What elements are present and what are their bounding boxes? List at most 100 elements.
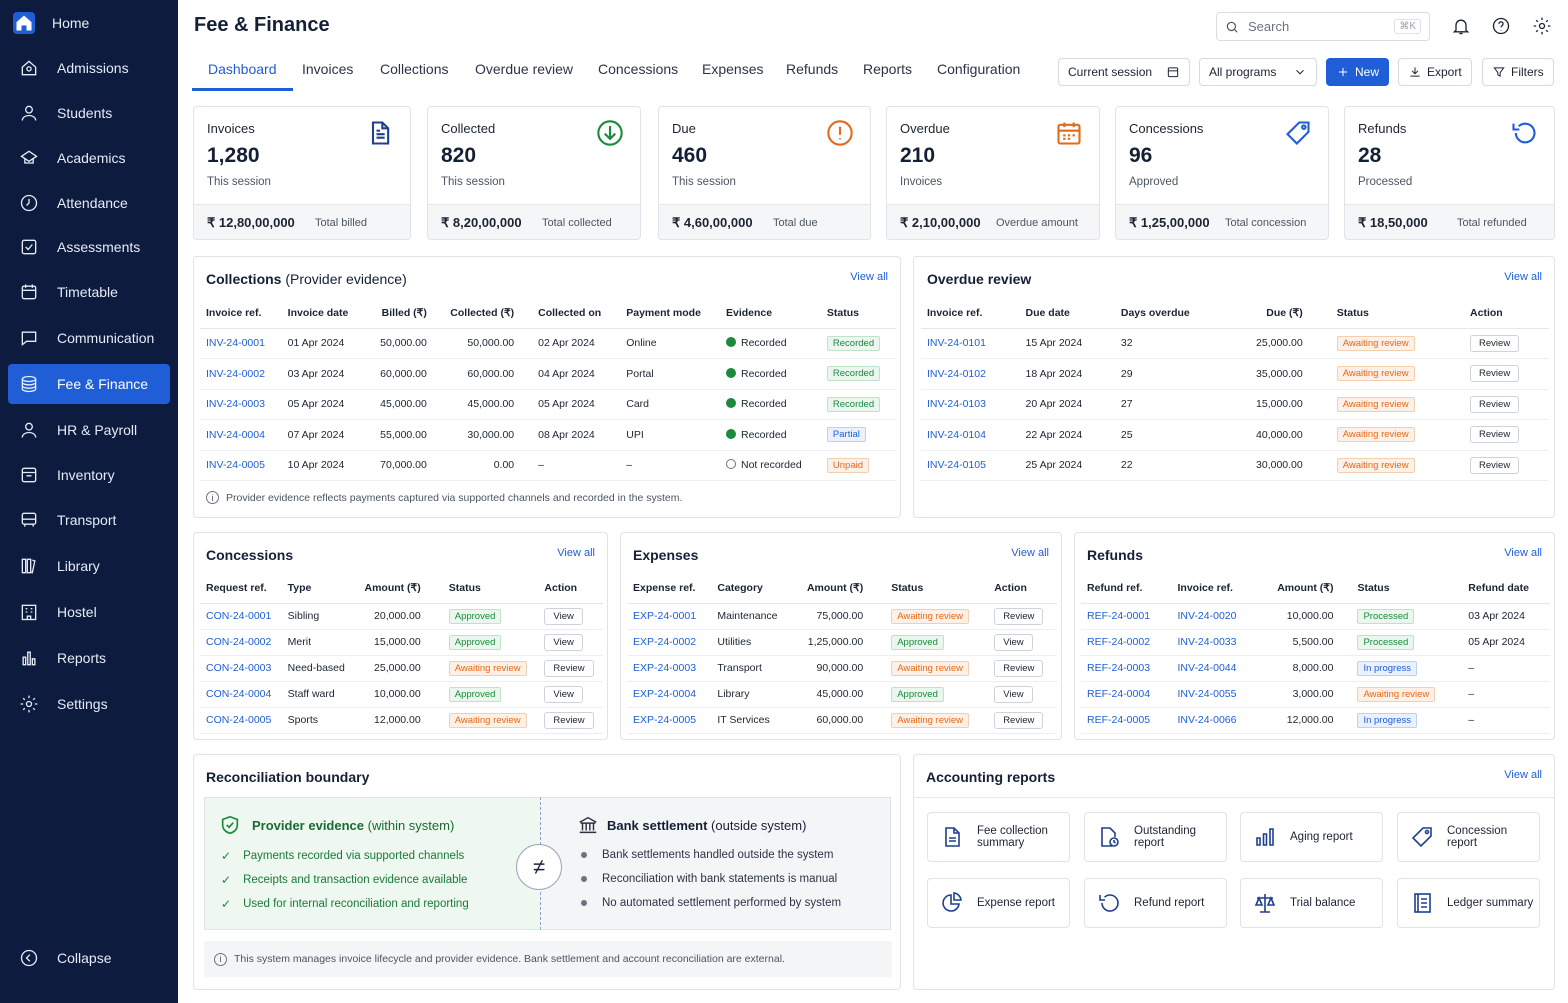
table-cell[interactable]: EXP-24-0005 xyxy=(627,707,712,734)
table-row[interactable]: REF-24-0003 INV-24-0044 8,000.00 In progres… xyxy=(1081,655,1550,682)
table-cell[interactable]: EXP-24-0001 xyxy=(627,603,712,630)
tab-expenses[interactable]: Expenses xyxy=(702,61,764,77)
report-outstanding[interactable]: Outstanding report xyxy=(1084,812,1227,862)
row-action-button[interactable]: View xyxy=(544,607,583,625)
report-expense[interactable]: Expense report xyxy=(927,878,1070,928)
row-action-button[interactable]: View xyxy=(994,633,1033,651)
kpi-concessions[interactable]: Concessions 96 Approved ₹ 1,25,00,000 Tot… xyxy=(1115,106,1329,240)
table-row[interactable]: EXP-24-0005 IT Services 60,000.00 Awaiting … xyxy=(627,707,1057,734)
report-trial-balance[interactable]: Trial balance xyxy=(1240,878,1383,928)
row-action-button[interactable]: Review xyxy=(1470,456,1520,474)
row-action-button[interactable]: View xyxy=(994,685,1033,703)
table-cell[interactable]: INV-24-0002 xyxy=(200,358,282,390)
table-cell[interactable]: CON-24-0003 xyxy=(200,655,282,682)
table-cell[interactable]: CON-24-0001 xyxy=(200,603,282,630)
kpi-collected[interactable]: Collected 820 This session ₹ 8,20,00,000… xyxy=(427,106,641,240)
table-row[interactable]: REF-24-0005 INV-24-0066 12,000.00 In progre… xyxy=(1081,707,1550,734)
row-action-button[interactable]: Review xyxy=(544,659,594,677)
session-select[interactable]: Current session xyxy=(1058,58,1190,86)
sidebar-item-library[interactable]: Library xyxy=(8,546,170,586)
refunds-view-all[interactable]: View all xyxy=(1504,547,1542,559)
overdue-view-all[interactable]: View all xyxy=(1504,271,1542,283)
table-cell[interactable]: INV-24-0004 xyxy=(200,419,282,451)
table-cell[interactable]: INV-24-0044 xyxy=(1171,655,1258,682)
sidebar-item-assessments[interactable]: Assessments xyxy=(8,227,170,267)
table-cell[interactable]: REF-24-0001 xyxy=(1081,603,1172,630)
table-row[interactable]: EXP-24-0002 Utilities 1,25,000.00 Approved V… xyxy=(627,629,1057,656)
gear-icon[interactable] xyxy=(1532,16,1554,38)
table-row[interactable]: INV-24-0004 07 Apr 2024 55,000.00 30,000.00… xyxy=(200,419,896,451)
sidebar-item-inventory[interactable]: Inventory xyxy=(8,455,170,495)
tab-configuration[interactable]: Configuration xyxy=(937,61,1021,77)
sidebar-item-fee-finance[interactable]: Fee & Finance xyxy=(8,364,170,404)
row-action-button[interactable]: Review xyxy=(994,607,1044,625)
table-row[interactable]: CON-24-0001 Sibling 20,000.00 Approved View xyxy=(200,603,603,630)
sidebar-item-students[interactable]: Students xyxy=(8,93,170,133)
table-row[interactable]: REF-24-0001 INV-24-0020 10,000.00 Processed… xyxy=(1081,603,1550,630)
search-input[interactable]: Search ⌘K xyxy=(1216,12,1430,41)
bell-icon[interactable] xyxy=(1451,16,1473,38)
row-action-button[interactable]: Review xyxy=(544,711,594,729)
table-row[interactable]: CON-24-0005 Sports 12,000.00 Awaiting revie… xyxy=(200,707,603,734)
sidebar-item-reports[interactable]: Reports xyxy=(8,638,170,678)
table-cell[interactable]: INV-24-0001 xyxy=(200,328,282,359)
collapse-button[interactable]: Collapse xyxy=(8,938,170,978)
report-fee-collection-summary[interactable]: Fee collection summary xyxy=(927,812,1070,862)
help-icon[interactable] xyxy=(1491,16,1513,38)
row-action-button[interactable]: View xyxy=(544,685,583,703)
table-row[interactable]: CON-24-0004 Staff ward 10,000.00 Approved Vi… xyxy=(200,681,603,708)
table-row[interactable]: INV-24-0101 15 Apr 2024 32 25,000.00 Awaitin… xyxy=(921,328,1549,359)
table-row[interactable]: INV-24-0104 22 Apr 2024 25 40,000.00 Awaitin… xyxy=(921,419,1549,451)
table-row[interactable]: EXP-24-0003 Transport 90,000.00 Awaiting re… xyxy=(627,655,1057,682)
row-action-button[interactable]: Review xyxy=(994,711,1044,729)
table-row[interactable]: INV-24-0005 10 Apr 2024 70,000.00 0.00– – Not… xyxy=(200,450,896,481)
table-cell[interactable]: EXP-24-0003 xyxy=(627,655,712,682)
table-cell[interactable]: CON-24-0002 xyxy=(200,629,282,656)
table-cell[interactable]: INV-24-0003 xyxy=(200,389,282,420)
table-row[interactable]: INV-24-0002 03 Apr 2024 60,000.00 60,000.00… xyxy=(200,358,896,390)
sidebar-item-hostel[interactable]: Hostel xyxy=(8,592,170,632)
collections-view-all[interactable]: View all xyxy=(850,271,888,283)
table-cell[interactable]: REF-24-0002 xyxy=(1081,629,1172,656)
tab-collections[interactable]: Collections xyxy=(380,61,449,77)
report-concession[interactable]: Concession report xyxy=(1397,812,1540,862)
programs-select[interactable]: All programs xyxy=(1199,58,1317,86)
table-row[interactable]: EXP-24-0004 Library 45,000.00 Approved View xyxy=(627,681,1057,708)
export-button[interactable]: Export xyxy=(1398,58,1472,86)
tab-dashboard[interactable]: Dashboard xyxy=(192,61,293,91)
table-cell[interactable]: EXP-24-0002 xyxy=(627,629,712,656)
row-action-button[interactable]: Review xyxy=(1470,395,1520,413)
table-cell[interactable]: INV-24-0104 xyxy=(921,419,1020,451)
kpi-invoices[interactable]: Invoices 1,280 This session ₹ 12,80,00,0… xyxy=(193,106,411,240)
table-cell[interactable]: INV-24-0020 xyxy=(1171,603,1258,630)
kpi-overdue[interactable]: Overdue 210 Invoices ₹ 2,10,00,000 Overdu… xyxy=(886,106,1100,240)
table-cell[interactable]: INV-24-0102 xyxy=(921,358,1020,390)
table-cell[interactable]: INV-24-0005 xyxy=(200,450,282,481)
tab-invoices[interactable]: Invoices xyxy=(302,61,354,77)
table-cell[interactable]: INV-24-0033 xyxy=(1171,629,1258,656)
table-cell[interactable]: EXP-24-0004 xyxy=(627,681,712,708)
table-cell[interactable]: CON-24-0005 xyxy=(200,707,282,734)
tab-reports[interactable]: Reports xyxy=(863,61,913,77)
sidebar-item-settings[interactable]: Settings xyxy=(8,684,170,724)
row-action-button[interactable]: Review xyxy=(994,659,1044,677)
sidebar-item-attendance[interactable]: Attendance xyxy=(8,183,170,223)
sidebar-item-communication[interactable]: Communication xyxy=(8,318,170,358)
row-action-button[interactable]: View xyxy=(544,633,583,651)
sidebar-item-transport[interactable]: Transport xyxy=(8,500,170,540)
row-action-button[interactable]: Review xyxy=(1470,365,1520,383)
tab-concessions[interactable]: Concessions xyxy=(598,61,679,77)
report-refund[interactable]: Refund report xyxy=(1084,878,1227,928)
tab-overdue-review[interactable]: Overdue review xyxy=(475,61,574,77)
table-row[interactable]: INV-24-0001 01 Apr 2024 50,000.00 50,000.00… xyxy=(200,328,896,359)
table-cell[interactable]: INV-24-0066 xyxy=(1171,707,1258,734)
kpi-refunds[interactable]: Refunds 28 Processed ₹ 18,50,000 Total re… xyxy=(1344,106,1555,240)
table-row[interactable]: EXP-24-0001 Maintenance 75,000.00 Awaiting … xyxy=(627,603,1057,630)
filters-button[interactable]: Filters xyxy=(1482,58,1554,86)
table-row[interactable]: REF-24-0004 INV-24-0055 3,000.00 Awaiting r… xyxy=(1081,681,1550,708)
row-action-button[interactable]: Review xyxy=(1470,334,1520,352)
table-cell[interactable]: CON-24-0004 xyxy=(200,681,282,708)
table-row[interactable]: CON-24-0002 Merit 15,000.00 Approved View xyxy=(200,629,603,656)
table-cell[interactable]: INV-24-0055 xyxy=(1171,681,1258,708)
sidebar-item-admissions[interactable]: Admissions xyxy=(8,48,170,88)
